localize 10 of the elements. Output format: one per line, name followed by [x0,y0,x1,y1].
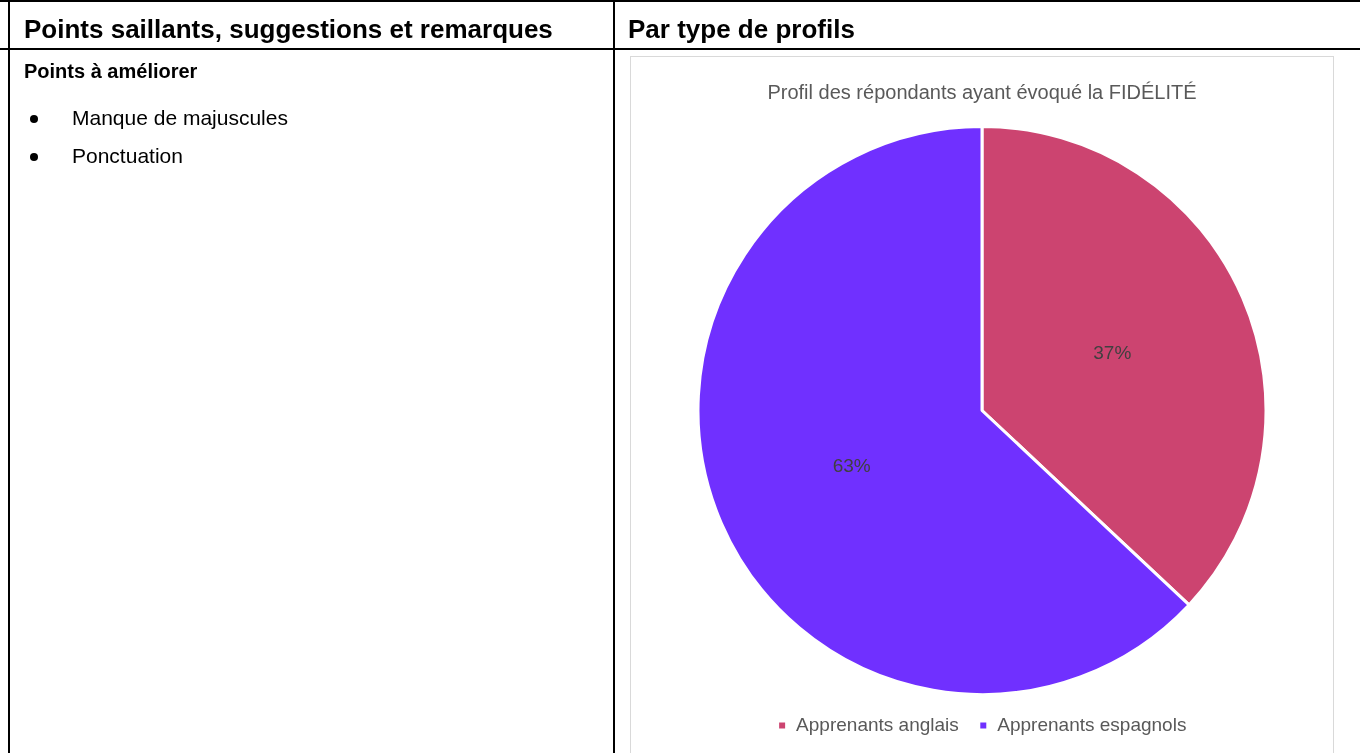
text: Points saillants, suggestions et remarques [24,14,553,45]
text: Ponctuation [72,144,183,167]
text: Points à améliorer [24,60,198,83]
text: Par type de profils [628,14,855,45]
chart-title: Profil des répondants ayant évoqué la FIDÉLITÉ [767,80,1197,103]
legend-label: Apprenants anglais [796,713,959,735]
data-label: 63% [832,455,871,477]
legend-label: Apprenants espagnols [997,713,1187,735]
text: Manque de majuscules [72,106,288,129]
data-label: 37% [1093,342,1132,364]
